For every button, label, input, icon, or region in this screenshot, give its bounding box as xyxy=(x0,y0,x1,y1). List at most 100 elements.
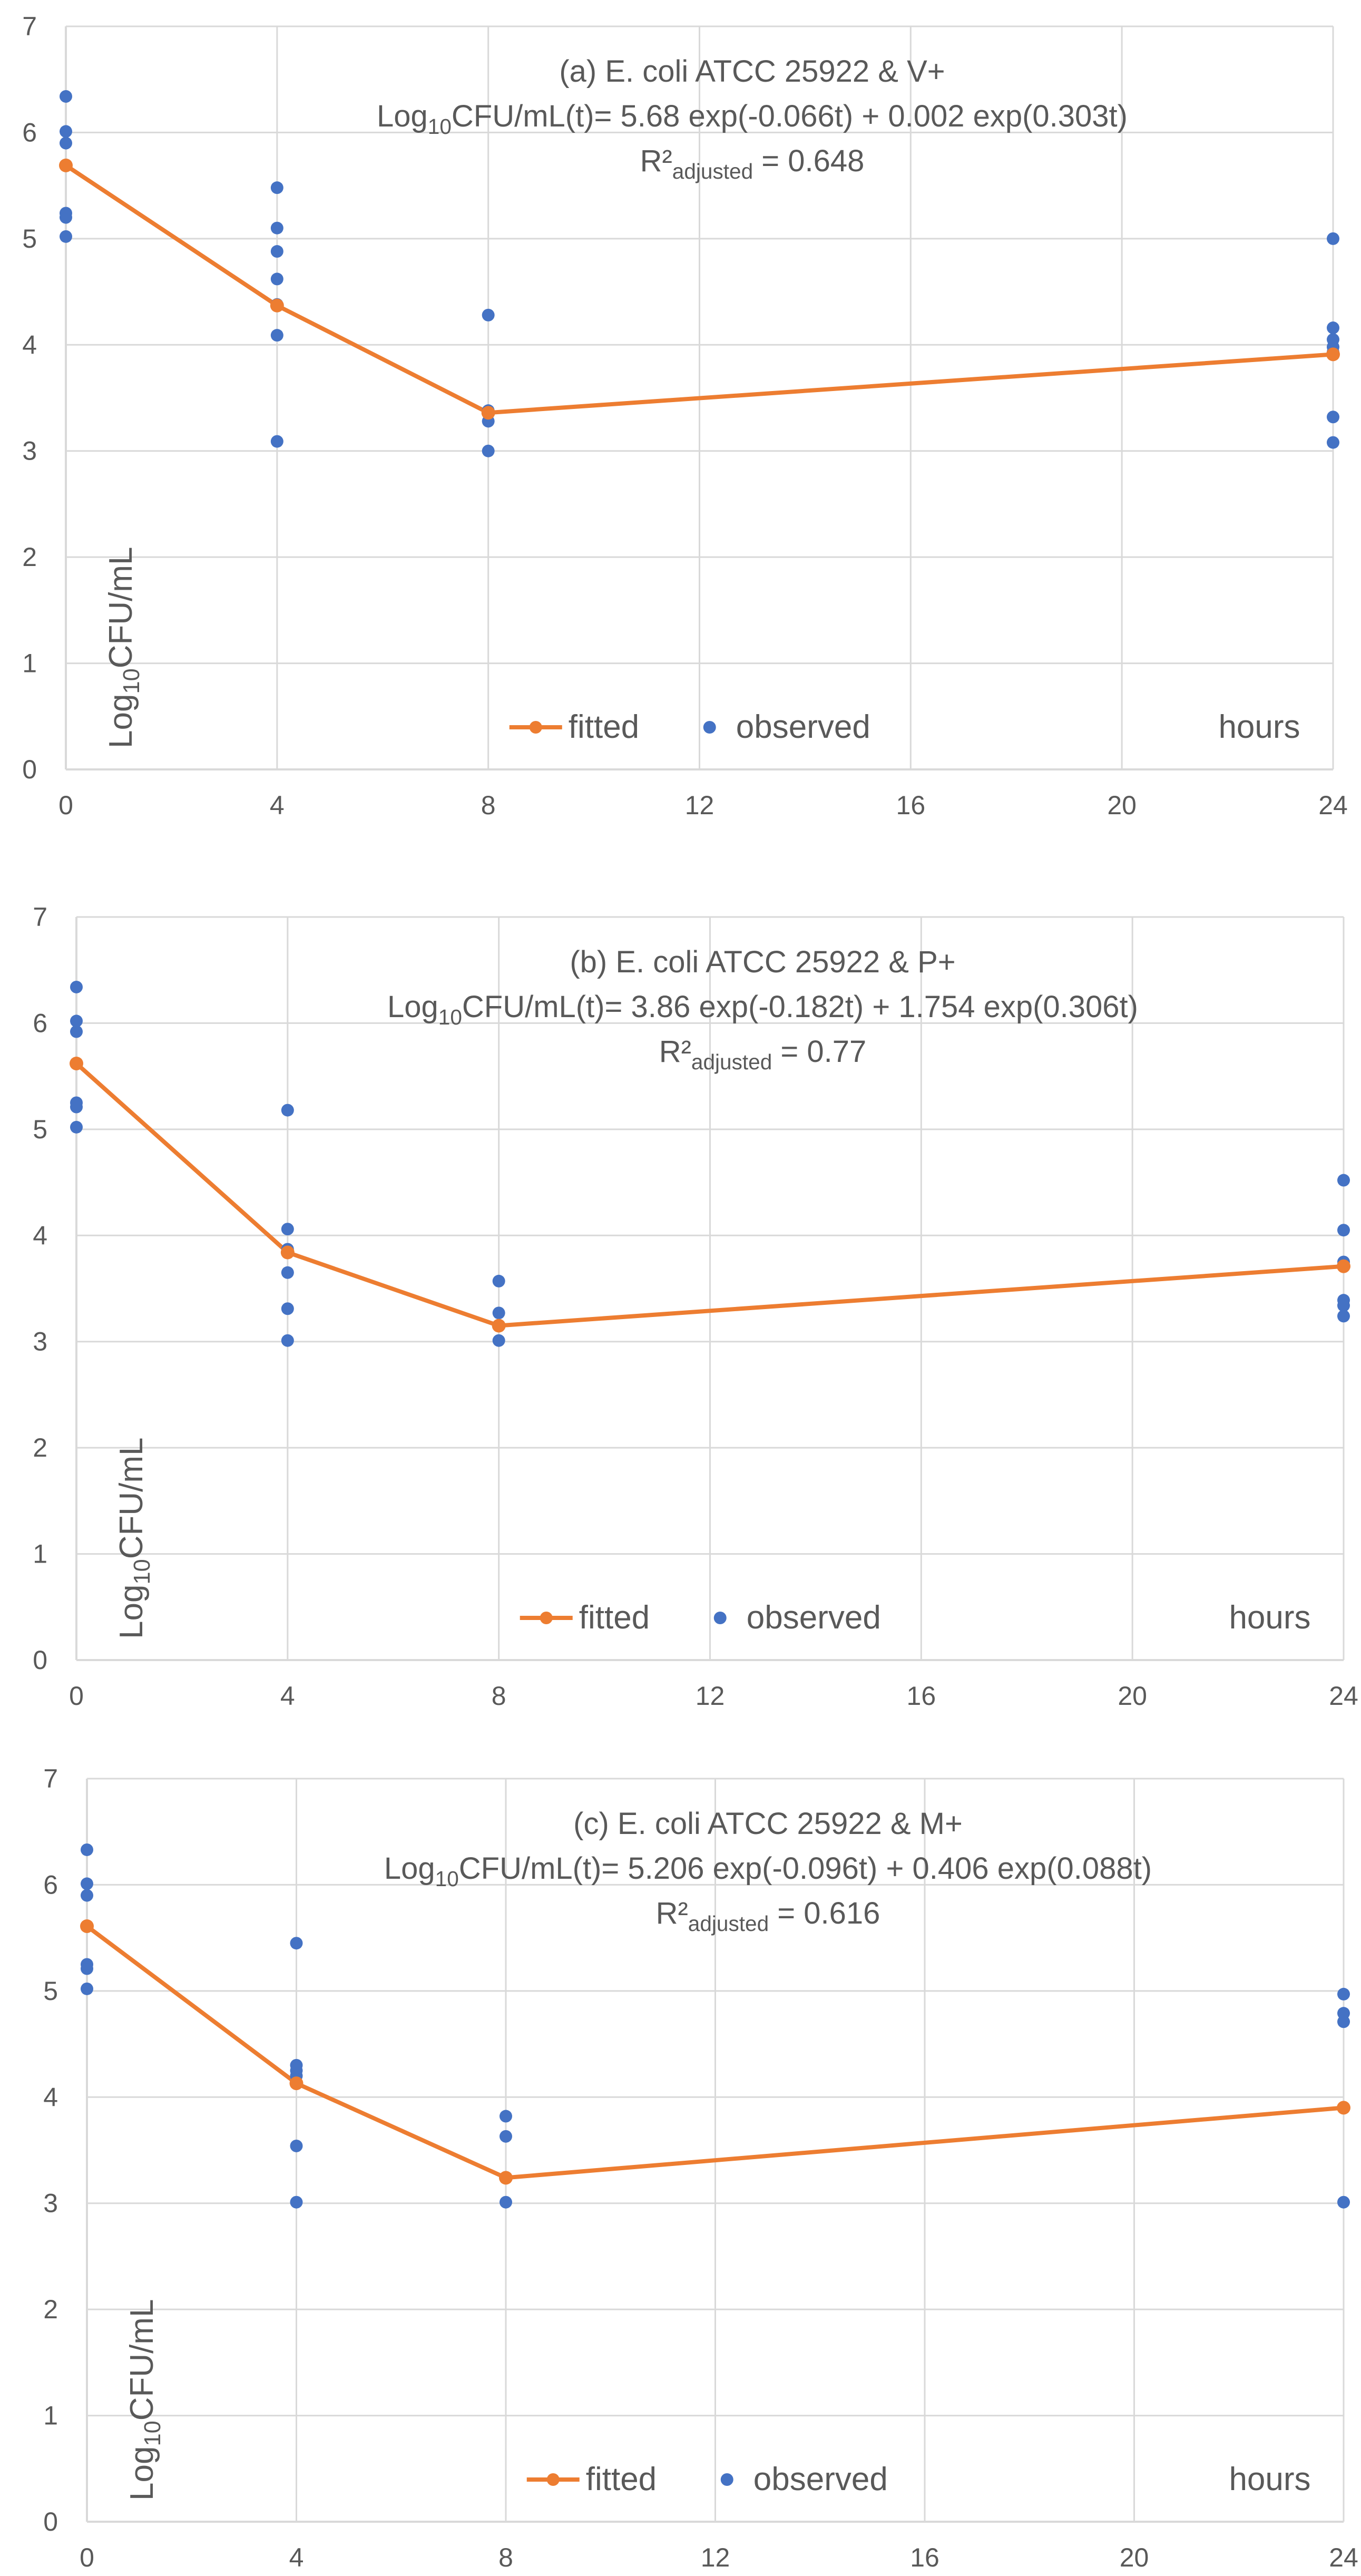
observed-point xyxy=(500,2110,512,2123)
observed-point xyxy=(1327,411,1339,424)
y-tick-label: 0 xyxy=(22,755,37,784)
x-axis-label-a: hours xyxy=(1218,709,1300,745)
y-tick-label: 4 xyxy=(33,1221,47,1250)
y-tick-label: 0 xyxy=(43,2507,58,2536)
y-tick-label: 0 xyxy=(33,1645,47,1675)
y-tick-label: 7 xyxy=(22,12,37,41)
y-axis-label-a: Log10CFU/mL xyxy=(103,547,144,749)
r2-a: R²adjusted = 0.648 xyxy=(640,144,865,183)
legend-observed-marker xyxy=(703,721,716,734)
y-tick-label: 4 xyxy=(22,330,37,359)
y-tick-label: 7 xyxy=(33,902,47,932)
y-tick-label: 1 xyxy=(33,1539,47,1569)
fitted-point xyxy=(481,406,495,420)
observed-point xyxy=(60,136,72,150)
observed-point xyxy=(60,211,72,224)
x-tick-label: 12 xyxy=(685,791,714,820)
observed-point xyxy=(270,329,283,342)
observed-point xyxy=(492,1274,505,1287)
legend-observed-marker xyxy=(720,2473,733,2486)
observed-point xyxy=(60,90,72,103)
chart-title-c: (c) E. coli ATCC 25922 & M+ xyxy=(573,1807,963,1841)
observed-point xyxy=(1337,1174,1350,1187)
x-tick-label: 4 xyxy=(289,2543,304,2572)
y-tick-label: 6 xyxy=(22,118,37,147)
equation-b: Log10CFU/mL(t)= 3.86 exp(-0.182t) + 1.75… xyxy=(387,990,1138,1029)
legend-fitted-marker xyxy=(540,1612,553,1624)
observed-point xyxy=(281,1302,294,1315)
y-tick-label: 5 xyxy=(43,1976,58,2006)
fitted-line-b xyxy=(75,1061,1344,1328)
observed-point xyxy=(81,1889,93,1902)
x-tick-label: 12 xyxy=(696,1681,725,1707)
observed-point xyxy=(1337,1299,1350,1312)
fitted-point xyxy=(270,298,284,313)
observed-point xyxy=(60,230,72,243)
equation-c: Log10CFU/mL(t)= 5.206 exp(-0.096t) + 0.4… xyxy=(384,1851,1152,1891)
x-tick-label: 12 xyxy=(701,2543,730,2572)
observed-point xyxy=(1327,321,1339,335)
fitted-point xyxy=(499,2171,513,2185)
y-tick-label: 2 xyxy=(22,542,37,572)
fitted-line-a xyxy=(64,163,1334,415)
x-tick-label: 4 xyxy=(270,791,285,820)
observed-point xyxy=(492,1334,505,1347)
observed-point xyxy=(270,245,283,258)
fitted-point xyxy=(80,1919,94,1933)
y-tick-label: 6 xyxy=(33,1008,47,1038)
x-tick-label: 20 xyxy=(1118,1681,1147,1707)
chart-panel-a: 0 1 2 3 4 5 6 7 0 4 8 12 16 20 24 (a) E. coli ATCC 2592… xyxy=(0,0,1361,843)
observed-point xyxy=(270,181,283,194)
grid-c xyxy=(86,1778,1345,2523)
observed-point xyxy=(281,1266,294,1279)
y-tick-label: 4 xyxy=(43,2082,58,2112)
legend-observed-label: observed xyxy=(753,2461,888,2497)
r2-b: R²adjusted = 0.77 xyxy=(659,1035,867,1074)
legend-observed-marker xyxy=(713,1612,727,1624)
grid-b xyxy=(75,916,1345,1661)
chart-title-b: (b) E. coli ATCC 25922 & P+ xyxy=(570,945,955,979)
legend-fitted-label: fitted xyxy=(586,2461,657,2497)
observed-point xyxy=(281,1104,294,1117)
legend-observed-label: observed xyxy=(736,709,870,745)
x-tick-label: 24 xyxy=(1318,791,1348,820)
observed-point xyxy=(81,1843,93,1856)
observed-point xyxy=(290,2196,303,2209)
observed-point xyxy=(500,2196,512,2209)
fitted-point xyxy=(492,1319,506,1333)
observed-point xyxy=(81,1962,93,1975)
x-tick-label: 8 xyxy=(498,2543,513,2572)
observed-point xyxy=(70,980,83,993)
y-tick-label: 2 xyxy=(33,1433,47,1462)
x-axis-label-b: hours xyxy=(1229,1599,1310,1636)
fitted-point xyxy=(59,158,73,172)
observed-point xyxy=(270,435,283,448)
y-tick-label: 6 xyxy=(43,1870,58,1899)
observed-point xyxy=(270,272,283,286)
observed-point xyxy=(1337,1987,1350,2001)
observed-point xyxy=(1337,2196,1350,2209)
equation-a: Log10CFU/mL(t)= 5.68 exp(-0.066t) + 0.00… xyxy=(377,99,1128,139)
x-tick-label: 20 xyxy=(1107,791,1137,820)
x-tick-label: 20 xyxy=(1120,2543,1149,2572)
observed-point xyxy=(1327,232,1339,245)
legend-fitted-marker xyxy=(546,2473,560,2486)
observed-point xyxy=(281,1223,294,1236)
y-tick-label: 3 xyxy=(22,436,37,466)
y-tick-label: 5 xyxy=(33,1115,47,1144)
grid-a xyxy=(65,25,1334,770)
chart-title-a: (a) E. coli ATCC 25922 & V+ xyxy=(559,54,945,89)
x-tick-label: 16 xyxy=(910,2543,939,2572)
fitted-point xyxy=(70,1056,83,1070)
x-tick-label: 0 xyxy=(80,2543,94,2572)
r2-c: R²adjusted = 0.616 xyxy=(656,1896,880,1936)
y-tick-label: 1 xyxy=(43,2401,58,2431)
legend-fitted-marker xyxy=(529,721,542,734)
y-tick-label: 5 xyxy=(22,224,37,253)
fitted-line-c xyxy=(85,1924,1344,2180)
x-tick-label: 8 xyxy=(481,791,496,820)
observed-point xyxy=(81,1982,93,1995)
